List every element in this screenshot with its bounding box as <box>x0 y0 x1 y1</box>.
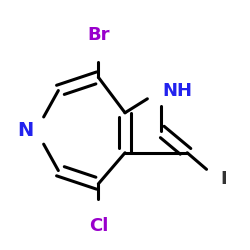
Text: N: N <box>18 121 34 140</box>
Text: I: I <box>220 170 227 188</box>
Text: NH: NH <box>163 82 193 100</box>
Text: Br: Br <box>87 26 110 44</box>
Text: Cl: Cl <box>89 217 108 235</box>
